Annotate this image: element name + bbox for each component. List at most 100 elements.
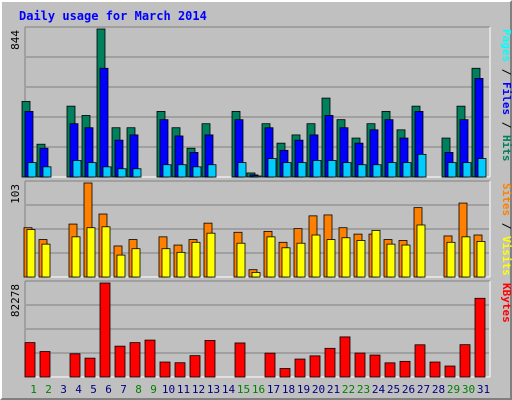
bar-pages-day-30 xyxy=(462,162,472,178)
bar-kbytes-day-20 xyxy=(309,355,321,378)
bar-visits-day-19 xyxy=(296,242,306,278)
bar-visits-day-4 xyxy=(71,236,81,278)
panel-usage: 844 Pages / Files / Hits xyxy=(9,26,512,178)
day-label: 28 xyxy=(432,383,445,396)
day-label: 18 xyxy=(282,383,295,396)
day-label: 23 xyxy=(357,383,370,396)
bar-pages-day-4 xyxy=(72,160,82,178)
bar-pages-day-16 xyxy=(252,175,262,178)
bar-pages-day-5 xyxy=(87,162,97,178)
bar-kbytes-day-19 xyxy=(294,358,306,378)
bar-pages-day-15 xyxy=(237,162,247,178)
bar-kbytes-day-10 xyxy=(159,361,171,378)
bar-kbytes-day-1 xyxy=(24,342,36,378)
bar-visits-day-1 xyxy=(26,229,36,278)
day-label: 31 xyxy=(477,383,490,396)
bar-visits-day-11 xyxy=(176,251,186,278)
bar-visits-day-30 xyxy=(461,236,471,278)
legend-entry: / xyxy=(500,216,512,236)
bar-visits-day-29 xyxy=(446,241,456,278)
panel-legend: Sites / Visits xyxy=(500,183,512,276)
panel-kbytes: 82278 KBytes xyxy=(9,280,512,378)
bar-visits-day-15 xyxy=(236,242,246,278)
bar-visits-day-26 xyxy=(401,244,411,278)
bar-kbytes-day-9 xyxy=(144,339,156,378)
chart-title: Daily usage for March 2014 xyxy=(19,9,207,23)
bar-kbytes-day-30 xyxy=(459,344,471,378)
bar-kbytes-day-22 xyxy=(339,336,351,378)
legend-entry: Pages xyxy=(500,29,512,62)
bar-kbytes-day-5 xyxy=(84,357,96,378)
day-label: 22 xyxy=(342,383,355,396)
panel-legend: Pages / Files / Hits xyxy=(500,29,512,162)
bar-pages-day-20 xyxy=(312,160,322,178)
bar-kbytes-day-29 xyxy=(444,365,456,378)
day-label: 27 xyxy=(417,383,430,396)
legend-entry: Visits xyxy=(500,236,512,276)
bar-kbytes-day-21 xyxy=(324,347,336,378)
day-label: 6 xyxy=(105,383,112,396)
bar-visits-day-6 xyxy=(101,226,111,278)
bar-pages-day-29 xyxy=(447,162,457,178)
bar-kbytes-day-28 xyxy=(429,361,441,378)
day-label: 15 xyxy=(237,383,250,396)
bar-kbytes-day-12 xyxy=(189,355,201,378)
bar-pages-day-11 xyxy=(177,164,187,178)
bar-visits-day-18 xyxy=(281,247,291,278)
bar-visits-day-2 xyxy=(41,243,51,278)
bar-pages-day-24 xyxy=(372,164,382,178)
bar-visits-day-23 xyxy=(356,240,366,278)
day-label: 16 xyxy=(252,383,265,396)
bar-kbytes-day-27 xyxy=(414,344,426,378)
day-label: 14 xyxy=(222,383,236,396)
legend-entry: Sites xyxy=(500,183,512,216)
bar-pages-day-7 xyxy=(117,168,127,178)
day-label: 8 xyxy=(135,383,142,396)
day-label: 13 xyxy=(207,383,220,396)
bar-kbytes-day-13 xyxy=(204,340,216,378)
bar-pages-day-22 xyxy=(342,162,352,178)
bar-visits-day-17 xyxy=(266,236,276,278)
bar-pages-day-8 xyxy=(132,168,142,178)
bar-visits-day-31 xyxy=(476,241,486,278)
day-label: 10 xyxy=(162,383,175,396)
bar-kbytes-day-8 xyxy=(129,342,141,378)
bar-kbytes-day-24 xyxy=(369,354,381,378)
bar-visits-day-7 xyxy=(116,254,126,278)
day-axis-labels: 1 2 3 4 5 6 7 8 9 10 11 12 13 14 15 16 17 18 19 20 21 22 23 24 2… xyxy=(30,383,490,396)
bar-pages-day-25 xyxy=(387,162,397,178)
bar-visits-day-16 xyxy=(251,272,261,278)
bar-pages-day-6 xyxy=(102,166,112,178)
legend-entry: / xyxy=(500,62,512,82)
bar-files-day-6 xyxy=(99,67,109,178)
bar-kbytes-day-25 xyxy=(384,362,396,378)
panel-max-label: 82278 xyxy=(9,284,22,317)
bar-pages-day-17 xyxy=(267,158,277,178)
bar-visits-day-20 xyxy=(311,234,321,278)
panel-legend: KBytes xyxy=(500,283,512,323)
day-label: 17 xyxy=(267,383,280,396)
legend-entry: Hits xyxy=(500,135,512,162)
bar-visits-day-25 xyxy=(386,243,396,278)
bar-visits-day-27 xyxy=(416,224,426,278)
day-label: 24 xyxy=(372,383,386,396)
day-label: 9 xyxy=(150,383,157,396)
bar-kbytes-day-18 xyxy=(279,368,291,378)
bar-visits-day-21 xyxy=(326,239,336,278)
chart-panels: 844 Pages / Files / Hits 103 Sites / Visits… xyxy=(9,26,512,378)
day-label: 19 xyxy=(297,383,310,396)
bar-visits-day-5 xyxy=(86,227,96,278)
bar-pages-day-12 xyxy=(192,166,202,178)
bar-kbytes-day-23 xyxy=(354,352,366,378)
day-label: 11 xyxy=(177,383,190,396)
bar-pages-day-18 xyxy=(282,162,292,178)
panel-max-label: 844 xyxy=(9,30,22,50)
bar-pages-day-19 xyxy=(297,162,307,178)
bar-kbytes-day-15 xyxy=(234,342,246,378)
bar-pages-day-31 xyxy=(477,158,487,178)
bar-kbytes-day-26 xyxy=(399,360,411,378)
bar-visits-day-10 xyxy=(161,248,171,278)
bar-pages-day-1 xyxy=(27,162,37,178)
day-label: 3 xyxy=(60,383,67,396)
